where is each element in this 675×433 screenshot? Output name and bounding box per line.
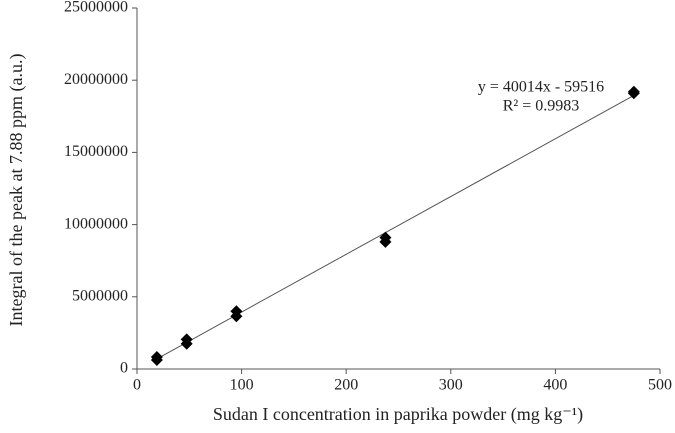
trendline-equation: y = 40014x - 59516: [478, 79, 604, 96]
y-tick-label: 15000000: [64, 143, 128, 160]
y-tick-label: 5000000: [72, 287, 128, 304]
y-tick-label: 10000000: [64, 215, 128, 232]
x-tick-label: 500: [648, 377, 672, 394]
x-tick-label: 0: [133, 377, 141, 394]
y-tick-label: 0: [120, 360, 128, 377]
trendline-r2: R² = 0.9983: [503, 98, 580, 115]
x-tick-label: 100: [230, 377, 254, 394]
x-tick-label: 300: [439, 377, 463, 394]
y-axis-label: Integral of the peak at 7.88 ppm (a.u.): [6, 54, 27, 327]
data-point: [180, 333, 193, 346]
data-point: [379, 231, 392, 244]
trendline: [156, 94, 635, 360]
x-axis-label: Sudan I concentration in paprika powder …: [213, 404, 583, 425]
y-tick-label: 20000000: [64, 71, 128, 88]
x-tick-label: 400: [543, 377, 567, 394]
data-point: [230, 305, 243, 318]
x-tick-label: 200: [334, 377, 358, 394]
data-point: [150, 351, 163, 364]
data-point: [627, 85, 640, 98]
y-tick-label: 25000000: [64, 0, 128, 16]
